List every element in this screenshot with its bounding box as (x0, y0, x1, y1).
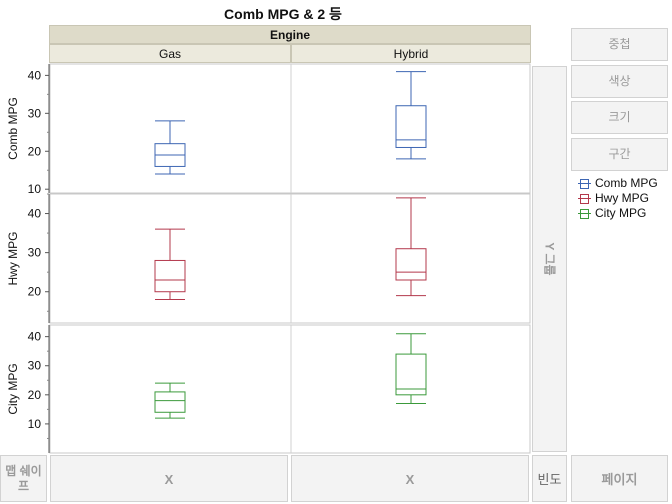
group-y-label: Y 그룹 (542, 242, 556, 276)
legend-swatch (578, 193, 591, 204)
x-zone-right[interactable]: X (291, 455, 529, 502)
y-tick-label: 30 (28, 246, 42, 260)
interval-zone[interactable]: 구간 (571, 138, 668, 171)
legend-item[interactable]: Comb MPG (578, 176, 658, 191)
column-header-hybrid[interactable]: Hybrid (291, 44, 531, 63)
legend-item[interactable]: City MPG (578, 206, 658, 221)
column-header-gas[interactable]: Gas (49, 44, 291, 63)
box-iqr (154, 259, 186, 293)
y-axis-label: Comb MPG (6, 97, 20, 160)
panel-frame (49, 193, 531, 324)
y-tick-label: 40 (28, 68, 42, 82)
chart-title: Comb MPG & 2 등 (224, 6, 342, 22)
y-tick-label: 10 (28, 417, 42, 431)
size-zone[interactable]: 크기 (571, 101, 668, 134)
box-iqr (154, 391, 186, 413)
group-y-zone[interactable]: Y 그룹 (532, 66, 567, 452)
legend-swatch (578, 178, 591, 189)
legend-swatch (578, 208, 591, 219)
map-shape-zone[interactable]: 맵 쉐이프 (0, 455, 47, 502)
page-zone[interactable]: 페이지 (571, 455, 668, 502)
x-zone-left[interactable]: X (50, 455, 288, 502)
y-tick-label: 40 (28, 330, 42, 344)
legend-label: City MPG (595, 206, 647, 220)
y-axis-label: City MPG (6, 363, 20, 414)
engine-header[interactable]: Engine (49, 25, 531, 44)
y-tick-label: 30 (28, 359, 42, 373)
panel-frame (49, 63, 531, 194)
legend-item[interactable]: Hwy MPG (578, 191, 658, 206)
y-tick-label: 20 (28, 388, 42, 402)
panel-frame (49, 324, 531, 454)
y-tick-label: 10 (28, 182, 42, 196)
legend: Comb MPG Hwy MPG City MPG (578, 176, 658, 221)
y-tick-label: 20 (28, 285, 42, 299)
box-iqr (395, 248, 427, 281)
legend-label: Hwy MPG (595, 191, 649, 205)
box-iqr (395, 353, 427, 396)
y-tick-label: 20 (28, 144, 42, 158)
freq-zone[interactable]: 빈도 (532, 455, 567, 502)
y-axis-label: Hwy MPG (6, 232, 20, 286)
box-iqr (395, 105, 427, 148)
legend-label: Comb MPG (595, 176, 658, 190)
overlay-zone[interactable]: 중첩 (571, 28, 668, 61)
y-tick-label: 40 (28, 207, 42, 221)
color-zone[interactable]: 색상 (571, 65, 668, 98)
y-tick-label: 30 (28, 106, 42, 120)
